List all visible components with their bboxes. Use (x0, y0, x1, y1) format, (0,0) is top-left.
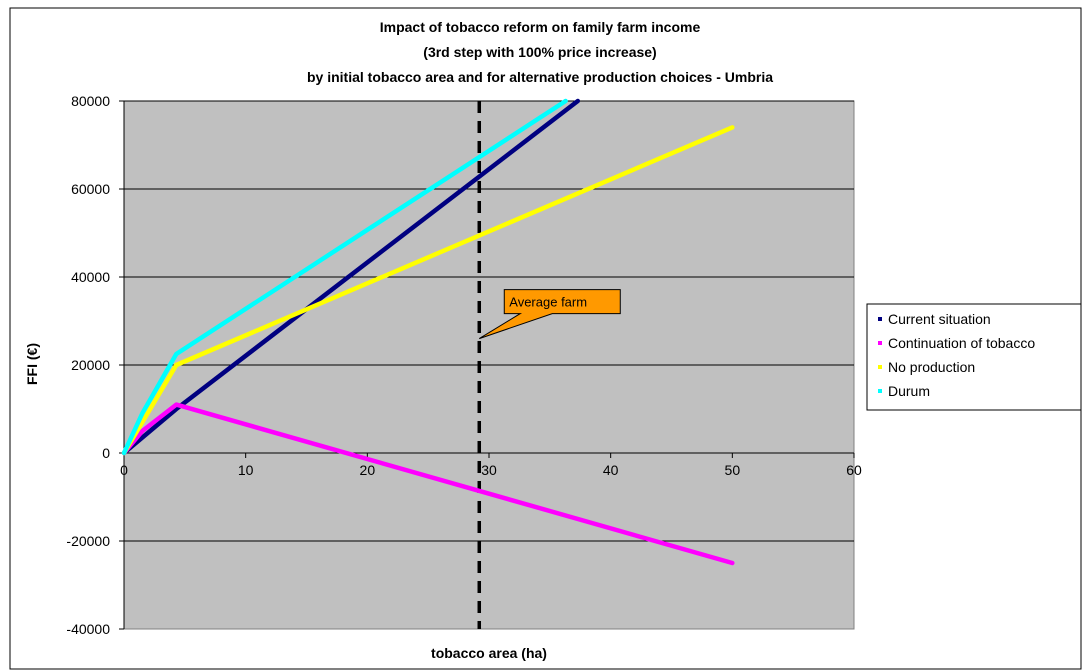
legend-box (866, 303, 1082, 411)
x-tick-label-6: 60 (846, 462, 862, 478)
callout-label: Average farm (509, 295, 587, 310)
legend-label-2: No production (888, 359, 975, 375)
x-tick-label-3: 30 (481, 462, 497, 478)
y-tick-label-4: 40000 (71, 269, 110, 285)
x-tick-label-0: 0 (120, 462, 128, 478)
series-lines (121, 98, 735, 566)
legend-entries: Current situation Continuation of tobacco… (878, 311, 1035, 399)
chart-title-line-2: (3rd step with 100% price increase) (423, 44, 656, 60)
legend: Current situation Continuation of tobacco… (866, 303, 1082, 411)
series-line-3 (121, 98, 568, 456)
legend-marker-2 (878, 365, 882, 369)
y-tick-label-3: 20000 (71, 357, 110, 373)
x-axis-label: tobacco area (ha) (431, 645, 547, 661)
y-axis-label: FFI (€) (24, 343, 40, 385)
y-tick-label-0: -40000 (66, 621, 110, 637)
chart-title: Impact of tobacco reform on family farm … (307, 19, 773, 85)
series-line-0 (121, 98, 581, 456)
legend-marker-1 (878, 341, 882, 345)
chart-title-line-3: by initial tobacco area and for alternat… (307, 69, 773, 85)
legend-marker-0 (878, 317, 882, 321)
legend-marker-3 (878, 389, 882, 393)
callout-box (479, 289, 621, 340)
legend-label-0: Current situation (888, 311, 991, 327)
x-tick-label-5: 50 (725, 462, 741, 478)
y-tick-label-2: 0 (102, 445, 110, 461)
x-tick-label-1: 10 (238, 462, 254, 478)
y-tick-label-5: 60000 (71, 181, 110, 197)
x-tick-labels: 0 10 20 30 40 50 60 (120, 462, 862, 478)
legend-label-1: Continuation of tobacco (888, 335, 1035, 351)
y-tick-labels: -40000 -20000 0 20000 40000 60000 80000 (66, 93, 110, 637)
x-tick-label-2: 20 (360, 462, 376, 478)
legend-label-3: Durum (888, 383, 930, 399)
chart-title-line-1: Impact of tobacco reform on family farm … (380, 19, 701, 35)
y-tick-label-1: -20000 (66, 533, 110, 549)
x-tick-label-4: 40 (603, 462, 619, 478)
y-tick-label-6: 80000 (71, 93, 110, 109)
average-farm-callout: Average farm (479, 289, 621, 340)
